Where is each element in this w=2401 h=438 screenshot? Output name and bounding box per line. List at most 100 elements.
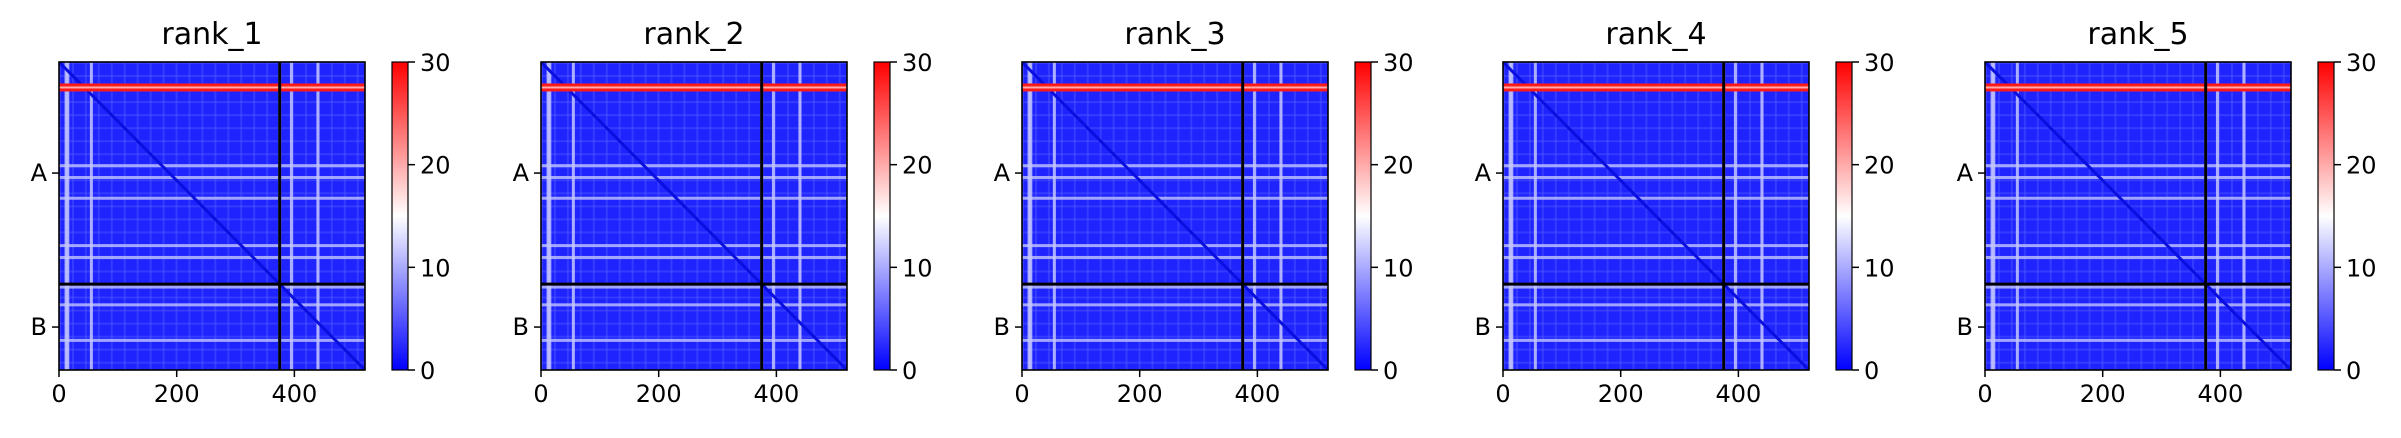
bright-row [1022, 196, 1328, 200]
faint-col [1099, 62, 1102, 370]
faint-col [1086, 62, 1089, 370]
faint-row [1022, 62, 1328, 64]
bright-row [1985, 285, 2291, 289]
faint-row [541, 322, 847, 325]
faint-row [1022, 205, 1328, 208]
faint-col [1060, 62, 1063, 370]
faint-col [330, 62, 333, 370]
faint-col [631, 62, 634, 370]
faint-col [343, 62, 346, 370]
faint-col [709, 62, 712, 370]
faint-row [541, 361, 847, 364]
colorbar-tick-label: 0 [2346, 357, 2361, 385]
faint-row [541, 62, 847, 64]
faint-col [292, 62, 295, 370]
faint-col [214, 62, 217, 370]
colorbar-frame [1835, 61, 1853, 371]
faint-row [1022, 309, 1328, 312]
bright-col [1510, 62, 1514, 370]
colorbar-tick-label: 20 [2346, 152, 2377, 180]
faint-row [59, 127, 365, 130]
hot-row-highlight [1985, 86, 2291, 89]
bright-col [1992, 62, 1996, 370]
faint-col [227, 62, 230, 370]
bright-col [2015, 62, 2019, 370]
faint-col [2075, 62, 2078, 370]
bright-row [1985, 244, 2291, 248]
x-tick-label: 400 [2197, 380, 2243, 408]
bright-col [1279, 62, 1283, 370]
faint-col [1319, 62, 1322, 370]
bright-row [541, 285, 847, 289]
heatmap-4 [1503, 62, 1809, 370]
faint-col [1125, 62, 1128, 370]
axes-frame [540, 61, 848, 371]
faint-col [1997, 62, 2000, 370]
bright-row [59, 196, 365, 200]
hot-row-highlight [1503, 86, 1809, 89]
faint-row [1022, 335, 1328, 338]
faint-col [1216, 62, 1219, 370]
faint-row [1985, 205, 2291, 208]
bright-col [1508, 62, 1512, 370]
bright-row [1503, 244, 1809, 248]
faint-row [541, 192, 847, 195]
faint-row [1985, 192, 2291, 195]
faint-col [201, 62, 204, 370]
faint-col [722, 62, 725, 370]
faint-col [2101, 62, 2104, 370]
faint-row [1022, 179, 1328, 182]
faint-row [1503, 153, 1809, 156]
faint-row [1503, 114, 1809, 117]
faint-row [59, 335, 365, 338]
faint-row [1022, 114, 1328, 117]
diagonal [1022, 62, 1328, 370]
faint-row [541, 153, 847, 156]
x-tick-label: 200 [2080, 380, 2126, 408]
x-tick-label: 0 [1977, 380, 1992, 408]
faint-col [735, 62, 738, 370]
faint-col [553, 62, 556, 370]
faint-row [59, 179, 365, 182]
faint-col [1697, 62, 1700, 370]
faint-col [696, 62, 699, 370]
bright-row [1503, 303, 1809, 307]
faint-row [1503, 62, 1809, 64]
faint-row [1022, 192, 1328, 195]
colorbar-tick-label: 0 [420, 357, 435, 385]
y-tick-label: A [1475, 159, 1492, 187]
faint-col [1528, 62, 1531, 370]
faint-row [541, 309, 847, 312]
faint-col [2179, 62, 2182, 370]
faint-col [59, 62, 61, 370]
faint-col [1112, 62, 1115, 370]
bright-col [2215, 62, 2219, 370]
faint-col [240, 62, 243, 370]
faint-col [253, 62, 256, 370]
faint-col [188, 62, 191, 370]
faint-row [1503, 270, 1809, 273]
faint-col [149, 62, 152, 370]
y-tick-label: B [994, 313, 1010, 341]
diagonal [541, 62, 847, 370]
faint-col [2036, 62, 2039, 370]
faint-col [2153, 62, 2156, 370]
x-tick-label: 0 [1014, 380, 1029, 408]
heatmap-5 [1985, 62, 2291, 370]
heatmap-1 [59, 62, 365, 370]
faint-row [1503, 322, 1809, 325]
faint-row [1985, 270, 2291, 273]
faint-col [566, 62, 569, 370]
bright-row [1022, 338, 1328, 342]
faint-row [1022, 361, 1328, 364]
faint-row [1985, 114, 2291, 117]
faint-col [2114, 62, 2117, 370]
chart-title: rank_1 [161, 17, 262, 52]
faint-col [123, 62, 126, 370]
faint-row [1985, 348, 2291, 351]
x-tick-label: 400 [1234, 380, 1280, 408]
faint-row [541, 179, 847, 182]
faint-row [59, 218, 365, 221]
faint-row [1985, 335, 2291, 338]
faint-row [1985, 309, 2291, 312]
